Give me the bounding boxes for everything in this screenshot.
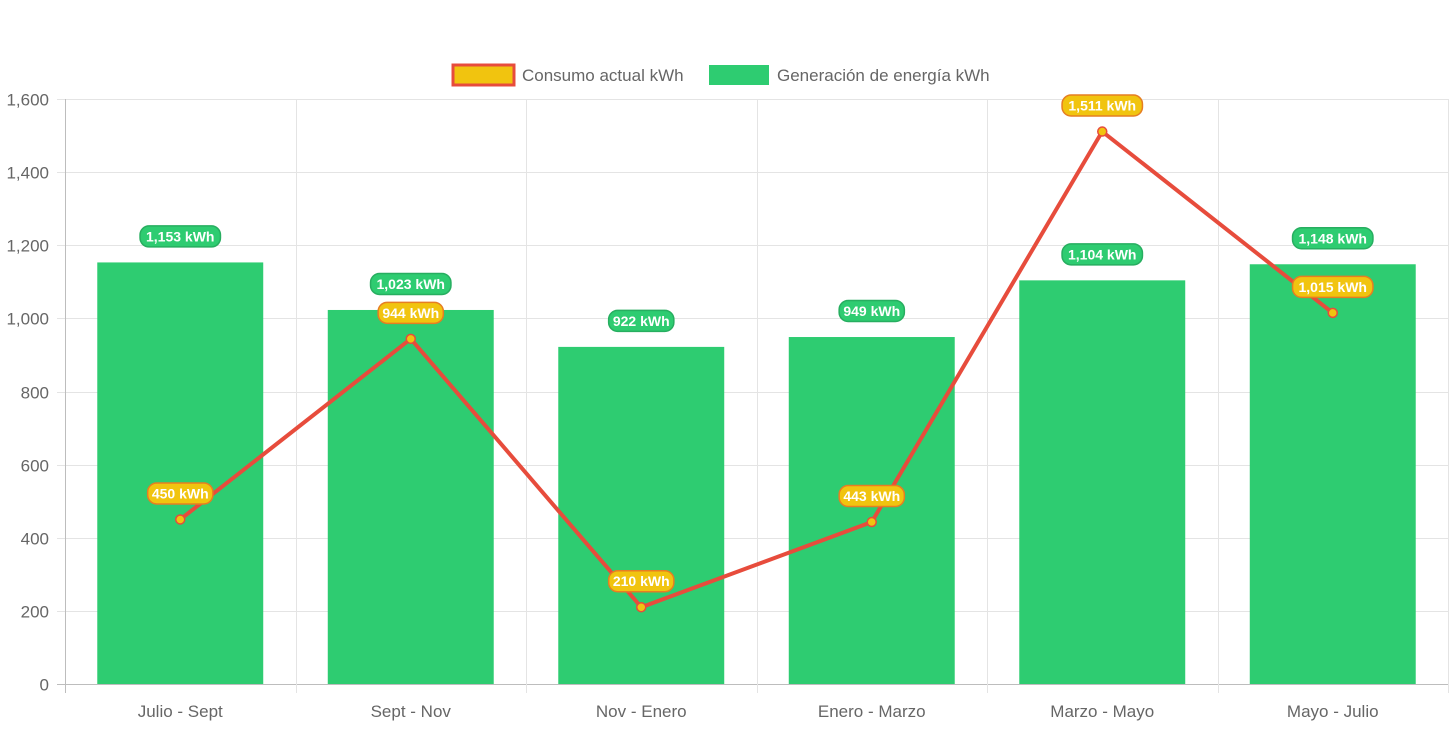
point-consumo[interactable] <box>1097 126 1108 137</box>
bar-value-label-bg <box>1291 227 1374 250</box>
bar-value-label-bg <box>369 272 452 296</box>
line-consumo <box>179 129 1334 610</box>
line-value-label: 944 kWh <box>382 305 439 321</box>
line-value-label: 450 kWh <box>152 485 209 501</box>
bar-value-label: 922 kWh <box>613 313 670 329</box>
legend[interactable]: Consumo actual kWh Generación de energía… <box>451 63 990 87</box>
point-consumo[interactable] <box>405 333 416 345</box>
legend-label-generacion[interactable]: Generación de energía kWh <box>777 66 990 85</box>
line-series <box>175 126 1338 613</box>
y-tick-label: 1,400 <box>6 164 49 183</box>
y-tick-label: 200 <box>21 603 49 622</box>
bar-value-label: 1,104 kWh <box>1068 246 1136 262</box>
bar-value-label-bg <box>139 225 222 248</box>
bar-generacion[interactable] <box>1249 264 1416 684</box>
bar-generacion[interactable] <box>1019 280 1186 684</box>
y-tick-label: 800 <box>21 384 49 403</box>
y-tick-label: 1,600 <box>6 91 49 110</box>
line-value-label: 443 kWh <box>843 488 900 504</box>
line-value-label-bg <box>607 569 675 593</box>
grid <box>57 99 1449 693</box>
bar-generacion[interactable] <box>788 337 955 684</box>
line-value-label-bg <box>1291 275 1374 299</box>
point-consumo[interactable] <box>636 601 647 613</box>
line-value-label-bg <box>838 484 906 508</box>
bar-generacion[interactable] <box>97 262 264 684</box>
point-consumo[interactable] <box>866 516 877 528</box>
bar-value-label-bg <box>607 309 675 333</box>
line-value-label: 210 kWh <box>613 573 670 589</box>
bar-value-label: 1,023 kWh <box>377 276 445 292</box>
legend-swatch-consumo[interactable] <box>451 63 516 87</box>
bar-value-label: 1,148 kWh <box>1299 230 1367 246</box>
x-tick-label: Mayo - Julio <box>1287 702 1379 721</box>
point-consumo[interactable] <box>175 514 186 525</box>
x-tick-label: Nov - Enero <box>596 702 687 721</box>
bar-series <box>97 262 1416 684</box>
y-tick-label: 600 <box>21 457 49 476</box>
bar-value-label-bg <box>1061 243 1144 266</box>
bar-value-label: 949 kWh <box>843 303 900 319</box>
bar-generacion[interactable] <box>327 309 494 684</box>
y-tick-label: 1,000 <box>6 310 49 329</box>
data-labels: 1,153 kWh 1,023 kWh 922 kWh 949 kWh 1,104 kW… <box>139 94 1374 593</box>
line-value-label-bg <box>1061 94 1144 117</box>
x-tick-label: Enero - Marzo <box>818 702 926 721</box>
legend-label-consumo[interactable]: Consumo actual kWh <box>522 66 684 85</box>
line-value-label: 1,511 kWh <box>1068 98 1136 114</box>
line-value-label-bg <box>377 301 445 325</box>
legend-swatch-generacion[interactable] <box>709 65 769 85</box>
line-value-label-bg <box>146 482 214 505</box>
x-tick-label: Sept - Nov <box>371 702 452 721</box>
y-tick-label: 0 <box>40 676 49 695</box>
bar-value-label-bg <box>838 299 906 323</box>
line-value-label: 1,015 kWh <box>1299 279 1367 295</box>
bar-generacion[interactable] <box>558 346 725 684</box>
y-tick-label: 1,200 <box>6 237 49 256</box>
bar-value-label: 1,153 kWh <box>146 228 214 244</box>
x-tick-label: Marzo - Mayo <box>1050 702 1154 721</box>
point-consumo[interactable] <box>1327 307 1338 319</box>
y-tick-label: 400 <box>21 530 49 549</box>
axes: 0 200 400 600 800 1,000 1,200 1,400 1,600 Julio -… <box>6 91 1378 722</box>
x-tick-label: Julio - Sept <box>138 702 223 721</box>
